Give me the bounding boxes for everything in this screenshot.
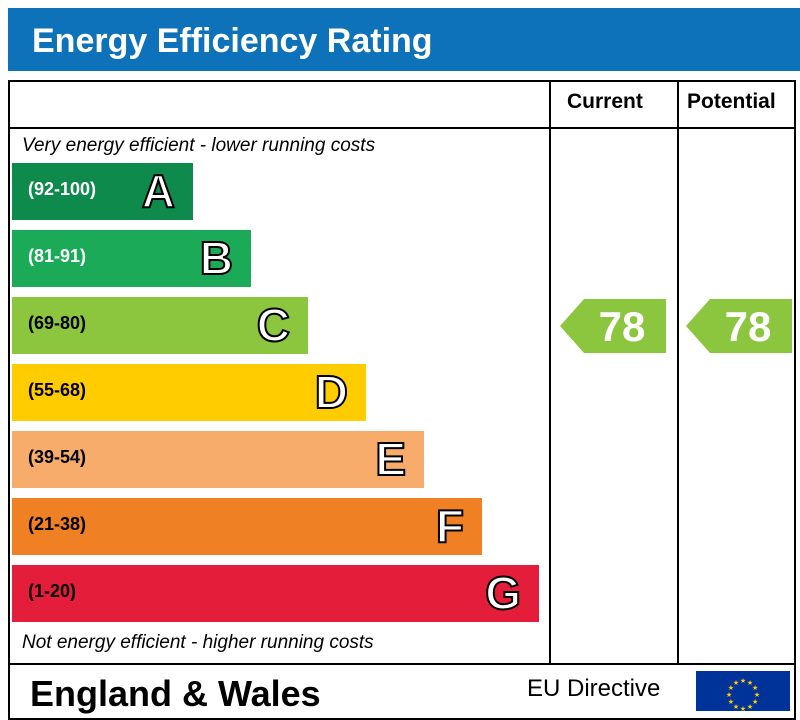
current-rating-value: 78 bbox=[599, 303, 646, 350]
country-label: England & Wales bbox=[30, 673, 321, 714]
eu-star-icon: ★ bbox=[726, 691, 732, 699]
eu-star-icon: ★ bbox=[728, 684, 734, 692]
eu-star-icon: ★ bbox=[747, 703, 753, 711]
current-column-header: Current bbox=[567, 90, 643, 113]
eu-star-icon: ★ bbox=[733, 679, 739, 687]
top-caption: Very energy efficient - lower running co… bbox=[22, 135, 376, 156]
band-range-label: (1-20) bbox=[28, 581, 77, 601]
eu-star-icon: ★ bbox=[754, 691, 760, 699]
band-range-label: (92-100) bbox=[28, 179, 97, 199]
band-letter: G bbox=[484, 567, 522, 619]
band-letter: F bbox=[435, 500, 465, 552]
band-c: (69-80) C bbox=[12, 297, 308, 354]
potential-column-header: Potential bbox=[687, 90, 776, 113]
band-letter: C bbox=[256, 299, 291, 351]
band-letter: A bbox=[141, 165, 176, 217]
potential-rating-arrow: 78 bbox=[686, 298, 792, 353]
band-range-label: (69-80) bbox=[28, 313, 87, 333]
eu-flag-background bbox=[696, 671, 790, 711]
band-range-label: (39-54) bbox=[28, 447, 87, 467]
page-title: Energy Efficiency Rating bbox=[32, 22, 433, 60]
potential-rating-value: 78 bbox=[725, 303, 772, 350]
current-column-divider bbox=[549, 80, 551, 665]
eu-star-icon: ★ bbox=[752, 684, 758, 692]
eu-star-icon: ★ bbox=[752, 698, 758, 706]
band-a: (92-100) A bbox=[12, 163, 193, 220]
band-e: (39-54) E bbox=[12, 431, 424, 488]
band-range-label: (81-91) bbox=[28, 246, 87, 266]
band-range-label: (21-38) bbox=[28, 514, 87, 534]
header-row-divider bbox=[8, 127, 796, 129]
band-letter: D bbox=[314, 366, 349, 418]
eu-flag-icon: ★ ★★★★★★★★★★★ bbox=[696, 671, 790, 711]
band-b: (81-91) B bbox=[12, 230, 251, 287]
current-rating-arrow-shape bbox=[560, 298, 666, 353]
bottom-caption: Not energy efficient - higher running co… bbox=[22, 632, 374, 653]
band-f: (21-38) F bbox=[12, 498, 482, 555]
band-d: (55-68) D bbox=[12, 364, 366, 421]
eu-star-icon: ★ bbox=[747, 679, 753, 687]
eu-star-icon: ★ bbox=[740, 705, 746, 711]
footer-divider bbox=[8, 663, 796, 665]
eu-directive-label: EU Directive bbox=[527, 675, 661, 702]
current-rating-arrow: 78 bbox=[560, 298, 666, 353]
band-letter: E bbox=[374, 433, 407, 485]
potential-rating-arrow-shape bbox=[686, 298, 792, 353]
potential-column-divider bbox=[677, 80, 679, 665]
eu-star-icon: ★ bbox=[728, 698, 734, 706]
eu-star-icon: ★ bbox=[740, 677, 746, 685]
band-g: (1-20) G bbox=[12, 565, 539, 622]
band-range-label: (55-68) bbox=[28, 380, 87, 400]
title-bar: Energy Efficiency Rating bbox=[8, 8, 800, 71]
band-letter: B bbox=[199, 232, 234, 284]
